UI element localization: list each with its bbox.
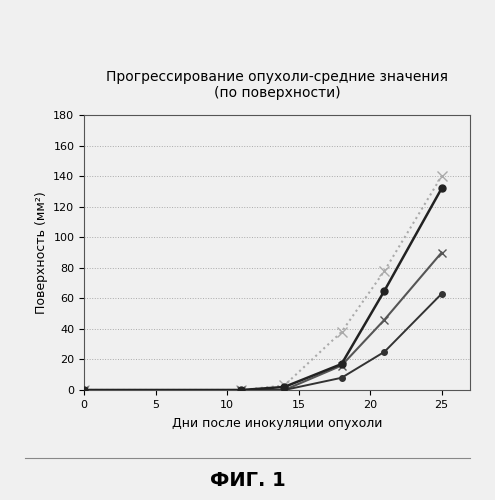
Text: ФИГ. 1: ФИГ. 1 — [209, 471, 286, 490]
Text: Прогрессирование опухоли-средние значения
(по поверхности): Прогрессирование опухоли-средние значени… — [106, 70, 448, 100]
X-axis label: Дни после инокуляции опухоли: Дни после инокуляции опухоли — [172, 416, 383, 430]
Y-axis label: Поверхность (мм²): Поверхность (мм²) — [35, 191, 48, 314]
